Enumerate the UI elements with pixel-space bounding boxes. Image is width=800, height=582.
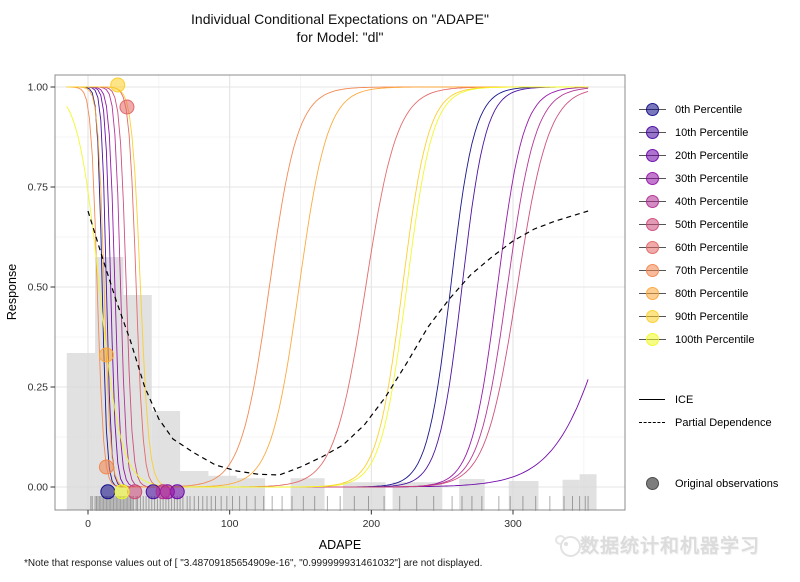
legend-item-observations: Original observations (638, 472, 778, 495)
legend-observations: Original observations (638, 472, 778, 495)
legend-item-percentile-8: 80th Percentile (638, 282, 755, 305)
legend-percentile-label: 40th Percentile (675, 195, 749, 208)
legend-percentiles: 0th Percentile 10th Percentile 20th Percen… (638, 98, 755, 351)
percentile-dot-icon (638, 309, 668, 325)
legend-item-percentile-1: 10th Percentile (638, 121, 755, 144)
legend-item-percentile-6: 60th Percentile (638, 236, 755, 259)
legend-item-percentile-5: 50th Percentile (638, 213, 755, 236)
legend-percentile-label: 50th Percentile (675, 218, 749, 231)
legend-item-percentile-7: 70th Percentile (638, 259, 755, 282)
legend-percentile-label: 100th Percentile (675, 333, 755, 346)
svg-text:0.75: 0.75 (28, 182, 49, 194)
x-axis-title: ADAPE (319, 538, 361, 552)
legend-item-percentile-2: 20th Percentile (638, 144, 755, 167)
percentile-dot-icon (638, 240, 668, 256)
legend-item-percentile-10: 100th Percentile (638, 328, 755, 351)
chart-title: Individual Conditional Expectations on "… (55, 10, 625, 46)
legend-percentile-label: 80th Percentile (675, 287, 749, 300)
svg-text:100: 100 (221, 518, 239, 530)
y-axis-title: Response (5, 264, 19, 320)
svg-text:0.50: 0.50 (28, 282, 49, 294)
legend-percentile-label: 60th Percentile (675, 241, 749, 254)
legend-item-percentile-0: 0th Percentile (638, 98, 755, 121)
legend-percentile-label: 10th Percentile (675, 126, 749, 139)
ice-line-icon (638, 392, 668, 408)
gray-dot-icon (638, 476, 668, 492)
percentile-dot-icon (638, 217, 668, 233)
legend-percentile-label: 90th Percentile (675, 310, 749, 323)
dashed-line-icon (638, 415, 668, 431)
legend-item-percentile-4: 40th Percentile (638, 190, 755, 213)
footnote: *Note that response values out of [ "3.4… (24, 558, 483, 569)
percentile-dot-icon (638, 171, 668, 187)
legend-item-percentile-9: 90th Percentile (638, 305, 755, 328)
legend-percentile-label: 20th Percentile (675, 149, 749, 162)
legend-item-percentile-3: 30th Percentile (638, 167, 755, 190)
watermark-text: 数据统计和机器学习 (580, 536, 761, 557)
legend-percentile-label: 30th Percentile (675, 172, 749, 185)
legend-obs-label: Original observations (675, 477, 779, 490)
watermark: 数据统计和机器学习 (554, 531, 760, 558)
partial-dependence-curve (87, 210, 589, 476)
percentile-dot-icon (638, 194, 668, 210)
legend-percentile-label: 70th Percentile (675, 264, 749, 277)
percentile-dot-icon (638, 125, 668, 141)
legend-linetypes: ICE Partial Dependence (638, 388, 772, 434)
percentile-dot-icon (638, 102, 668, 118)
percentile-dot-icon (638, 148, 668, 164)
percentile-dot-icon (638, 263, 668, 279)
legend-pd-label: Partial Dependence (675, 416, 772, 429)
observation-points (98, 77, 185, 500)
svg-text:0: 0 (85, 518, 91, 530)
watermark-logo-icon (554, 533, 581, 557)
legend-ice-label: ICE (675, 393, 694, 406)
percentile-dot-icon (638, 332, 668, 348)
legend-percentile-label: 0th Percentile (675, 103, 743, 116)
rug-marks (90, 496, 589, 511)
legend-item-ice: ICE (638, 388, 772, 411)
axes: 0 100 200 300 0.00 0.25 0.50 0.75 1.00 (28, 74, 626, 530)
svg-text:1.00: 1.00 (28, 82, 49, 94)
svg-text:0.25: 0.25 (28, 382, 49, 394)
legend-item-pd: Partial Dependence (638, 411, 772, 434)
histogram-bars (66, 257, 597, 510)
chart-title-line2: for Model: "dl" (296, 29, 384, 45)
svg-text:300: 300 (504, 518, 522, 530)
svg-text:200: 200 (363, 518, 381, 530)
percentile-dot-icon (638, 286, 668, 302)
chart-title-line1: Individual Conditional Expectations on "… (191, 11, 489, 27)
svg-text:0.00: 0.00 (28, 482, 49, 494)
